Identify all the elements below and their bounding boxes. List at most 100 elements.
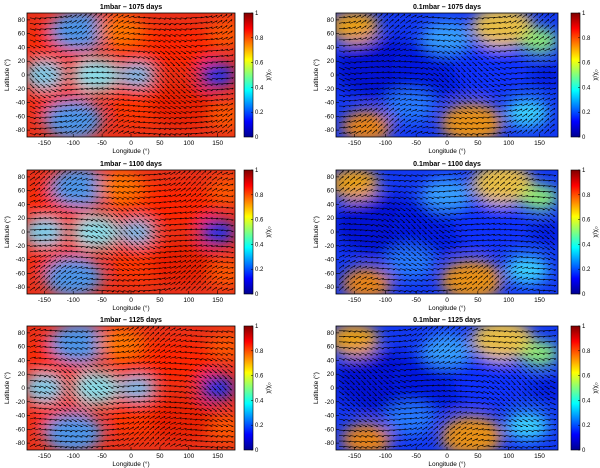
colorbar-tick-label: 1 — [255, 168, 259, 174]
x-tick-label: -50 — [411, 453, 421, 460]
x-tick-label: -50 — [411, 140, 421, 147]
x-tick-label: -150 — [348, 453, 361, 460]
y-tick-label: -20 — [16, 399, 26, 406]
colorbar-tick-label: 0.4 — [255, 85, 264, 91]
colorbar-label: χ/χ₀ — [265, 382, 272, 394]
x-tick-label: 50 — [156, 453, 164, 460]
y-tick-label: -80 — [16, 284, 26, 291]
x-tick-label: 150 — [534, 453, 545, 460]
y-tick-label: 0 — [21, 229, 25, 236]
colorbar-tick-label: 0.2 — [582, 110, 591, 116]
map-panel: 0.1mbar – 1100 days-150 -100 -50 0 50 100 150L… — [312, 161, 599, 312]
x-tick-label: -150 — [38, 453, 51, 460]
y-axis-label: Latitude (°) — [312, 59, 320, 91]
x-tick-label: -100 — [67, 453, 80, 460]
y-tick-label: 60 — [327, 31, 335, 38]
panel-title: 1mbar – 1125 days — [100, 317, 162, 324]
y-tick-label: 20 — [18, 371, 26, 378]
y-tick-label: 20 — [18, 58, 26, 65]
colorbar — [570, 169, 581, 295]
colorbar-tick-label: 1 — [255, 324, 259, 330]
y-tick-label: -80 — [325, 127, 335, 134]
x-tick-label: 0 — [445, 140, 449, 147]
y-tick-label: 20 — [327, 371, 335, 378]
panel-title: 1mbar – 1100 days — [100, 161, 162, 168]
colorbar — [570, 12, 581, 138]
panel-title: 1mbar – 1075 days — [100, 4, 162, 11]
wind-vectors — [29, 170, 234, 293]
panel-title: 0.1mbar – 1125 days — [413, 317, 481, 324]
y-axis-label: Latitude (°) — [3, 59, 11, 91]
y-axis-label: Latitude (°) — [312, 216, 320, 248]
colorbar-tick-label: 0.8 — [255, 36, 264, 42]
y-tick-label: 0 — [21, 72, 25, 79]
colorbar-tick-label: 0.6 — [255, 218, 264, 224]
colorbar-tick-label: 0.2 — [255, 110, 264, 116]
y-tick-label: 40 — [327, 44, 335, 51]
colorbar-tick-label: 0.8 — [255, 349, 264, 355]
x-tick-label: 100 — [183, 297, 194, 304]
x-tick-label: 0 — [445, 297, 449, 304]
x-tick-label: 150 — [534, 140, 545, 147]
colorbar-tick-label: 1 — [255, 11, 259, 17]
y-tick-label: 40 — [18, 357, 26, 364]
colorbar-label: χ/χ₀ — [265, 69, 272, 81]
colorbar-tick-label: 0.4 — [255, 242, 264, 248]
y-tick-label: -80 — [325, 440, 335, 447]
wind-vectors — [338, 326, 557, 449]
colorbar — [243, 169, 254, 295]
x-axis-label: Longitude (°) — [112, 147, 149, 155]
x-tick-label: 150 — [212, 453, 223, 460]
x-tick-label: -50 — [411, 297, 421, 304]
field — [27, 170, 235, 294]
colorbar-label: χ/χ₀ — [265, 226, 272, 238]
map-panel: 0.1mbar – 1125 days-150 -100 -50 0 50 100 150L… — [312, 317, 599, 468]
y-tick-label: 60 — [327, 344, 335, 351]
x-axis-label: Longitude (°) — [112, 460, 149, 468]
y-axis-label: Latitude (°) — [3, 216, 11, 248]
y-tick-label: 40 — [18, 44, 26, 51]
wind-vectors — [338, 170, 557, 293]
y-tick-label: 20 — [18, 215, 26, 222]
y-tick-label: 0 — [330, 72, 334, 79]
y-tick-label: 0 — [330, 385, 334, 392]
y-tick-label: 80 — [18, 17, 26, 24]
x-tick-label: 100 — [503, 297, 514, 304]
colorbar-tick-label: 0.4 — [582, 398, 591, 404]
y-tick-label: 80 — [327, 174, 335, 181]
colorbar-tick-label: 0.4 — [582, 242, 591, 248]
colorbar-tick-label: 1 — [582, 168, 586, 174]
y-tick-label: 40 — [327, 357, 335, 364]
y-tick-label: 60 — [18, 31, 26, 38]
x-axis-label: Longitude (°) — [428, 147, 465, 155]
colorbar — [570, 325, 581, 451]
x-tick-label: 50 — [156, 140, 164, 147]
x-axis-label: Longitude (°) — [428, 304, 465, 312]
x-tick-label: -50 — [97, 297, 107, 304]
x-tick-label: 0 — [129, 140, 133, 147]
colorbar-tick-label: 0.8 — [582, 36, 591, 42]
x-tick-label: -100 — [379, 453, 392, 460]
y-tick-label: -20 — [325, 243, 335, 250]
y-tick-label: -60 — [325, 113, 335, 120]
y-tick-label: 60 — [18, 344, 26, 351]
x-tick-label: 0 — [129, 453, 133, 460]
y-tick-label: -60 — [325, 270, 335, 277]
colorbar-tick-label: 0 — [582, 135, 586, 141]
y-tick-label: 0 — [330, 229, 334, 236]
x-tick-label: 50 — [474, 297, 482, 304]
field — [336, 170, 558, 294]
x-tick-label: 100 — [183, 453, 194, 460]
x-tick-label: -100 — [67, 140, 80, 147]
y-tick-label: 40 — [327, 201, 335, 208]
y-tick-label: 80 — [327, 330, 335, 337]
field — [27, 326, 235, 450]
y-tick-label: -20 — [325, 86, 335, 93]
wind-vectors — [29, 13, 234, 136]
x-tick-label: 150 — [212, 140, 223, 147]
colorbar-label: χ/χ₀ — [592, 226, 599, 238]
y-tick-label: -40 — [325, 100, 335, 107]
panel-title: 0.1mbar – 1100 days — [413, 161, 481, 168]
x-tick-label: -100 — [67, 297, 80, 304]
